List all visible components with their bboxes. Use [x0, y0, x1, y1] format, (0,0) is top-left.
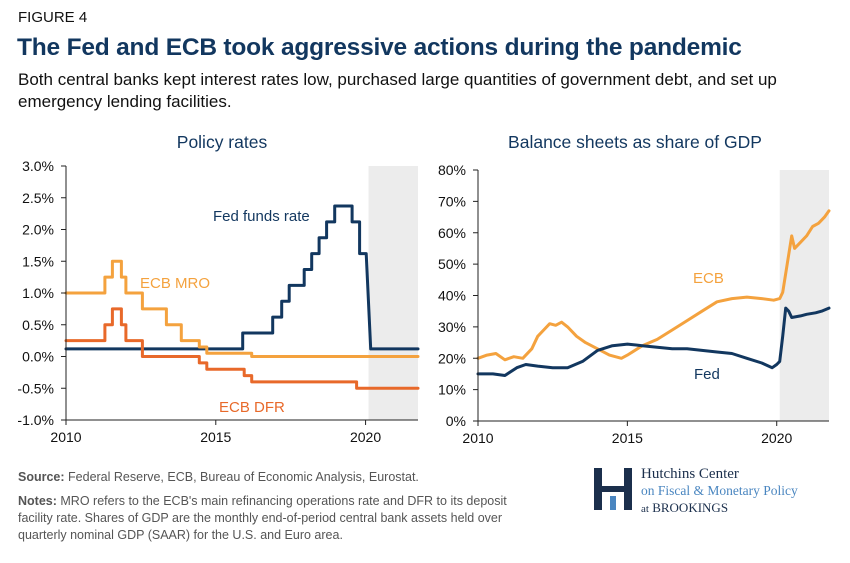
y-tick-label: 2.5%: [22, 190, 54, 206]
hutchins-center-logo: Hutchins Center on Fiscal & Monetary Pol…: [592, 466, 832, 516]
x-tick-label: 2020: [761, 430, 792, 446]
source-note: Source: Federal Reserve, ECB, Bureau of …: [18, 470, 419, 484]
notes-label: Notes:: [18, 494, 57, 508]
series-line-fed-funds-rate: [64, 204, 420, 351]
y-tick-label: 70%: [438, 193, 466, 209]
panel-title-balance-sheets: Balance sheets as share of GDP: [508, 132, 762, 152]
series-line-ecb: [476, 209, 831, 362]
x-tick-label: 2010: [462, 430, 493, 446]
logo-line-hutchins: Hutchins Center: [641, 466, 739, 482]
y-tick-label: 20%: [438, 350, 466, 366]
series-label-ecb-dfr: ECB DFR: [219, 399, 285, 416]
logo-at: at: [641, 503, 649, 515]
y-tick-label: 2.0%: [22, 222, 54, 238]
brookings-pillar-icon: [594, 468, 632, 510]
y-tick-label: 40%: [438, 288, 466, 304]
pandemic-shading: [779, 170, 829, 421]
series-line-ecb-mro: [64, 259, 420, 358]
series-line-fed: [476, 306, 831, 377]
x-tick-label: 2010: [50, 429, 81, 445]
balance-sheets-panel: 0%10%20%30%40%50%60%70%80% 2010 2015 2020 …: [438, 132, 831, 446]
y-tick-label: 60%: [438, 225, 466, 241]
series-label-ecb: ECB: [693, 270, 724, 287]
y-tick-label: 0%: [446, 413, 466, 429]
series-label-fed-funds: Fed funds rate: [213, 208, 310, 225]
chart-title: The Fed and ECB took aggressive actions …: [17, 34, 742, 61]
pandemic-shading: [368, 166, 418, 420]
y-tick-label: -1.0%: [17, 412, 54, 428]
chart-area: -1.0% -0.5% 0.0% 0.5% 1.0% 1.5% 2.0% 2.5% 3.0% 2…: [17, 132, 831, 446]
chart-subtitle: Both central banks kept interest rates l…: [18, 70, 777, 111]
y-tick-label: -0.5%: [17, 380, 54, 396]
source-label: Source:: [18, 470, 65, 484]
y-tick-label: 1.0%: [22, 285, 54, 301]
figure-label: FIGURE 4: [18, 9, 88, 26]
y-tick-label: 50%: [438, 256, 466, 272]
logo-line-fiscal: on Fiscal & Monetary Policy: [641, 483, 798, 498]
series-label-ecb-mro: ECB MRO: [140, 275, 210, 292]
series-line-ecb-dfr: [64, 307, 420, 390]
series-label-fed: Fed: [694, 366, 720, 383]
x-tick-label: 2015: [200, 429, 231, 445]
y-tick-label: 0.5%: [22, 317, 54, 333]
notes-text: MRO refers to the ECB's main refinancing…: [18, 494, 507, 542]
y-tick-label: 30%: [438, 319, 466, 335]
logo-brookings: BROOKINGS: [652, 500, 729, 515]
notes: Notes: MRO refers to the ECB's main refi…: [18, 493, 538, 544]
y-tick-label: 0.0%: [22, 349, 54, 365]
y-tick-label: 3.0%: [22, 158, 54, 174]
y-tick-label: 1.5%: [22, 253, 54, 269]
source-text: Federal Reserve, ECB, Bureau of Economic…: [68, 470, 419, 484]
y-tick-label: 10%: [438, 382, 466, 398]
x-tick-label: 2020: [350, 429, 381, 445]
x-tick-label: 2015: [612, 430, 643, 446]
y-tick-label: 80%: [438, 162, 466, 178]
panel-title-policy-rates: Policy rates: [177, 132, 268, 152]
policy-rates-panel: -1.0% -0.5% 0.0% 0.5% 1.0% 1.5% 2.0% 2.5% 3.0% 2…: [17, 132, 420, 445]
